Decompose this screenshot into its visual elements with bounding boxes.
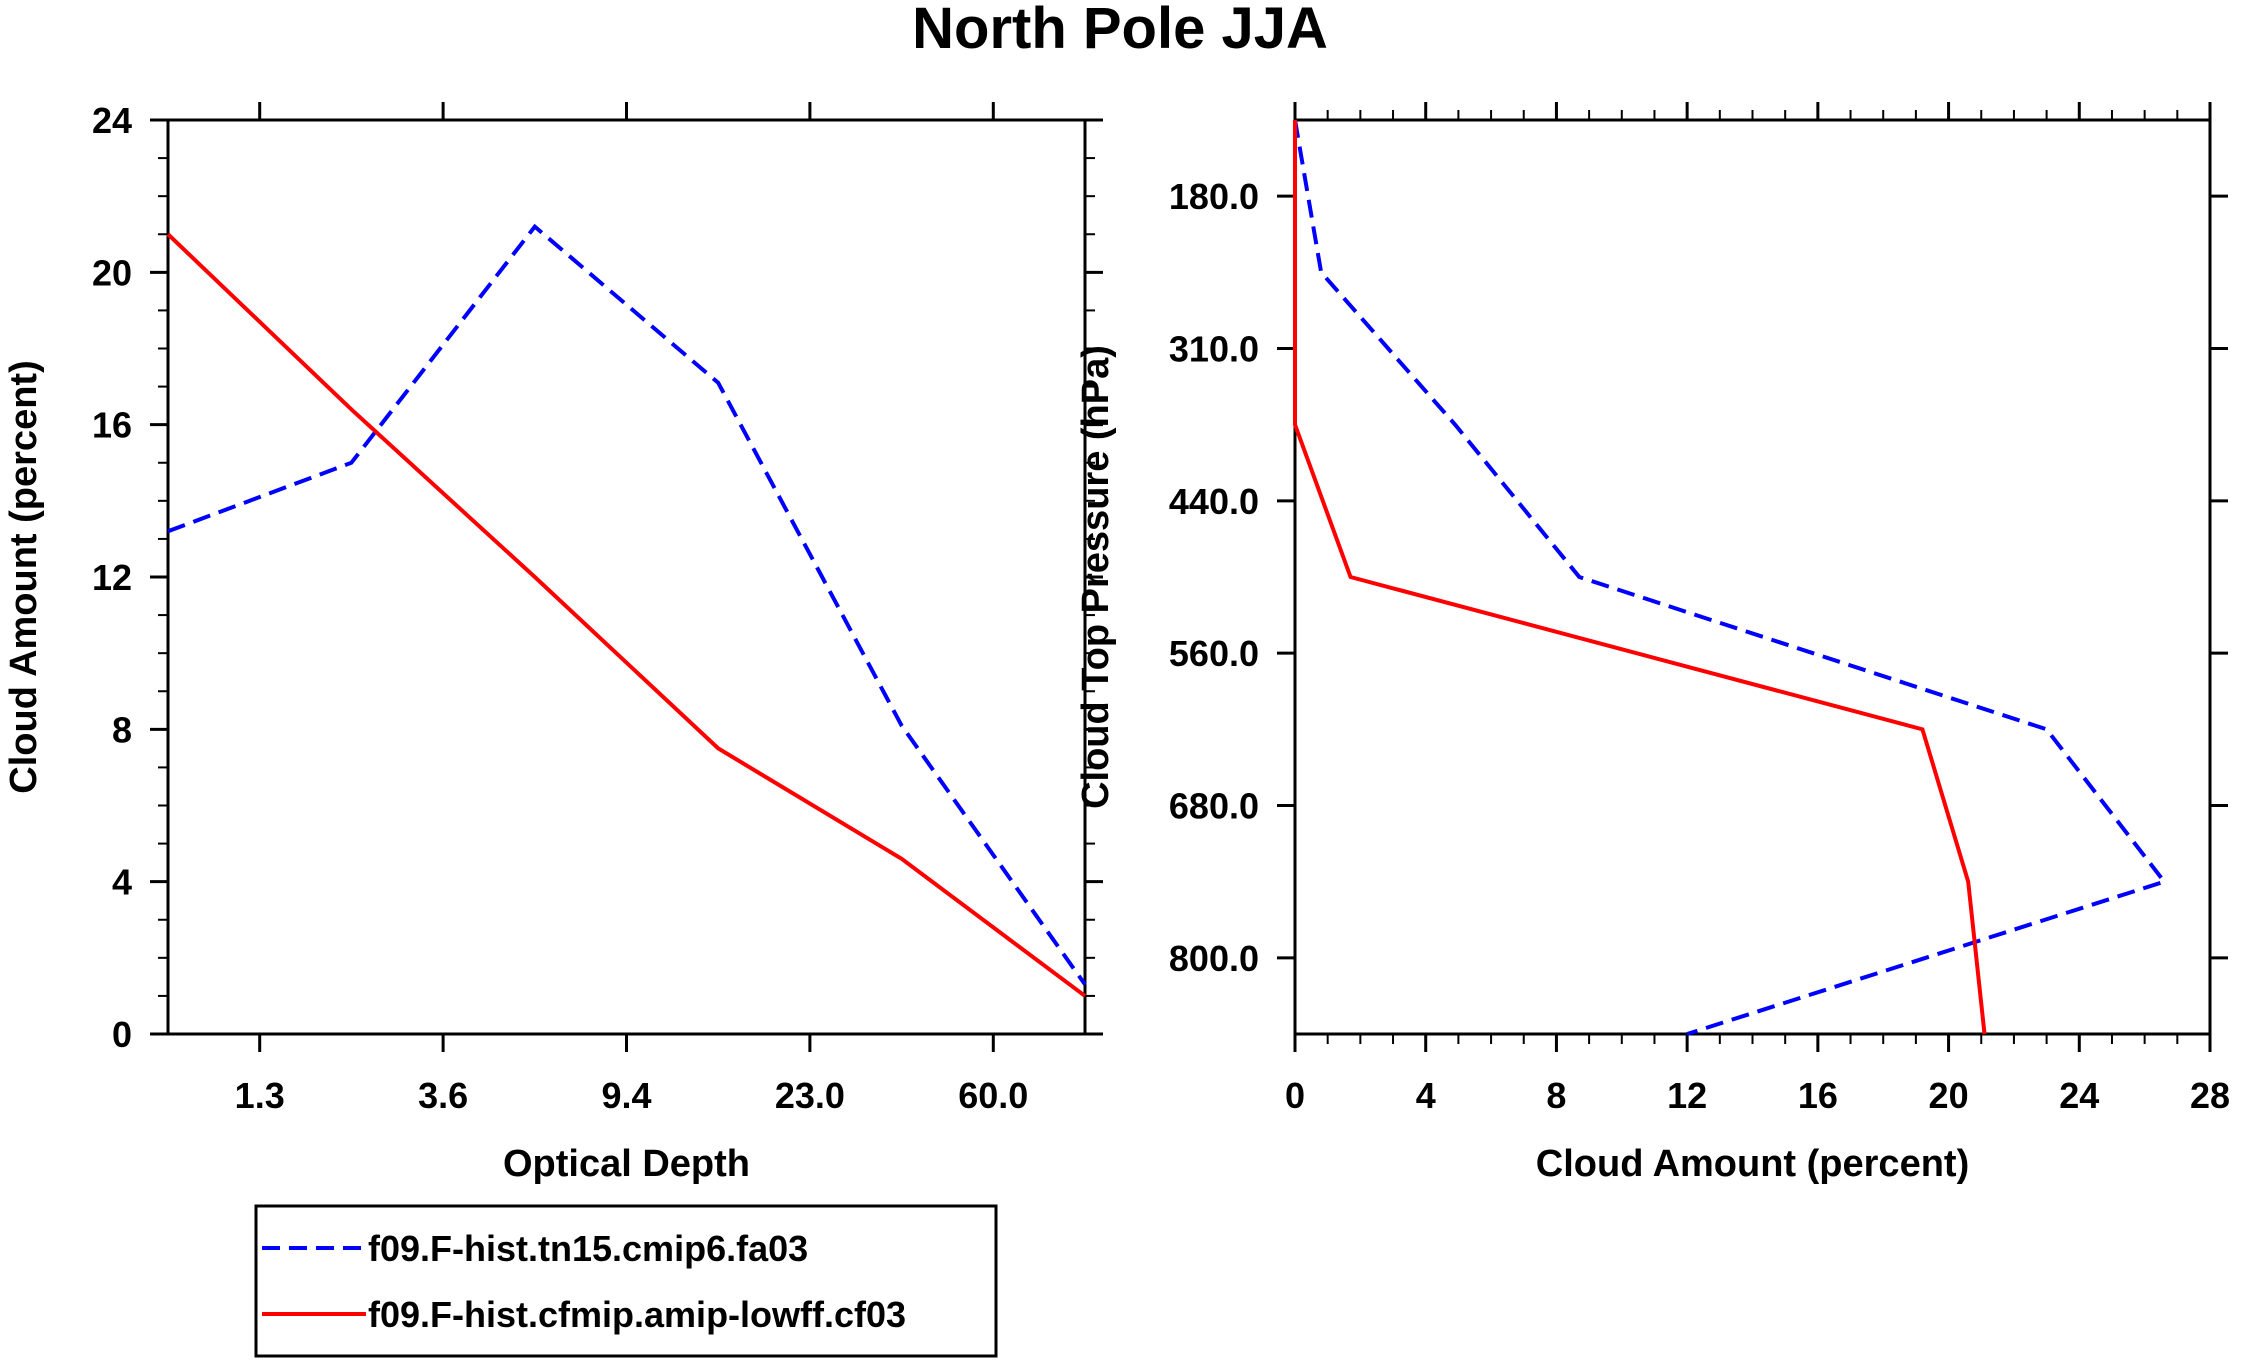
y-tick-label: 16: [92, 405, 132, 446]
y-tick-label: 24: [92, 100, 132, 141]
legend-box: [254, 1204, 998, 1358]
plot-frame: [166, 118, 1087, 1036]
x-tick-label: 8: [1546, 1075, 1566, 1116]
plot-frame: [1293, 118, 2212, 1036]
x-axis-label: Cloud Amount (percent): [1536, 1143, 1969, 1185]
series-line: [166, 232, 1087, 998]
x-tick-label: 20: [1929, 1075, 1969, 1116]
y-axis-label: Cloud Top Pressure (hPa): [1075, 345, 1117, 809]
pressure-panel: 0 4 8 12 16 20 24 28 180.0 310.0 440.0 560.0 680.0 80…: [1075, 102, 2230, 1185]
x-tick-label: 23.0: [775, 1075, 845, 1116]
x-axis-label: Optical Depth: [503, 1143, 750, 1185]
y-tick-label: 680.0: [1169, 786, 1259, 827]
x-tick-label: 1.3: [235, 1075, 285, 1116]
y-tick-label: 4: [112, 862, 132, 903]
x-tick-label: 28: [2190, 1075, 2230, 1116]
legend-label: f09.F-hist.tn15.cmip6.fa03: [368, 1228, 808, 1269]
y-tick-label: 180.0: [1169, 176, 1259, 217]
optical-depth-panel: 0 4 8 12 16 20 24 1.3 3.6 9.4 23.0 60.0 Optical Dept…: [3, 100, 1103, 1185]
y-axis-label: Cloud Amount (percent): [3, 360, 45, 793]
series-line: [1293, 119, 2168, 1036]
series-line: [1293, 120, 1987, 1035]
legend: f09.F-hist.tn15.cmip6.fa03 f09.F-hist.cfm…: [254, 1204, 998, 1358]
y-tick-label: 800.0: [1169, 938, 1259, 979]
y-tick-label: 560.0: [1169, 633, 1259, 674]
x-tick-label: 4: [1416, 1075, 1436, 1116]
legend-label: f09.F-hist.cfmip.amip-lowff.cf03: [368, 1294, 906, 1335]
x-tick-label: 16: [1798, 1075, 1838, 1116]
figure-title: North Pole JJA: [912, 0, 1328, 61]
y-tick-label: 20: [92, 252, 132, 293]
series-line: [167, 223, 1087, 986]
y-tick-label: 440.0: [1169, 481, 1259, 522]
x-tick-label: 0: [1285, 1075, 1305, 1116]
y-tick-label: 8: [112, 709, 132, 750]
x-tick-label: 24: [2059, 1075, 2099, 1116]
x-tick-label: 12: [1667, 1075, 1707, 1116]
x-tick-label: 3.6: [418, 1075, 468, 1116]
y-tick-label: 0: [112, 1014, 132, 1055]
y-tick-label: 310.0: [1169, 329, 1259, 370]
x-tick-label: 60.0: [958, 1075, 1028, 1116]
y-tick-label: 12: [92, 557, 132, 598]
x-tick-label: 9.4: [601, 1075, 651, 1116]
